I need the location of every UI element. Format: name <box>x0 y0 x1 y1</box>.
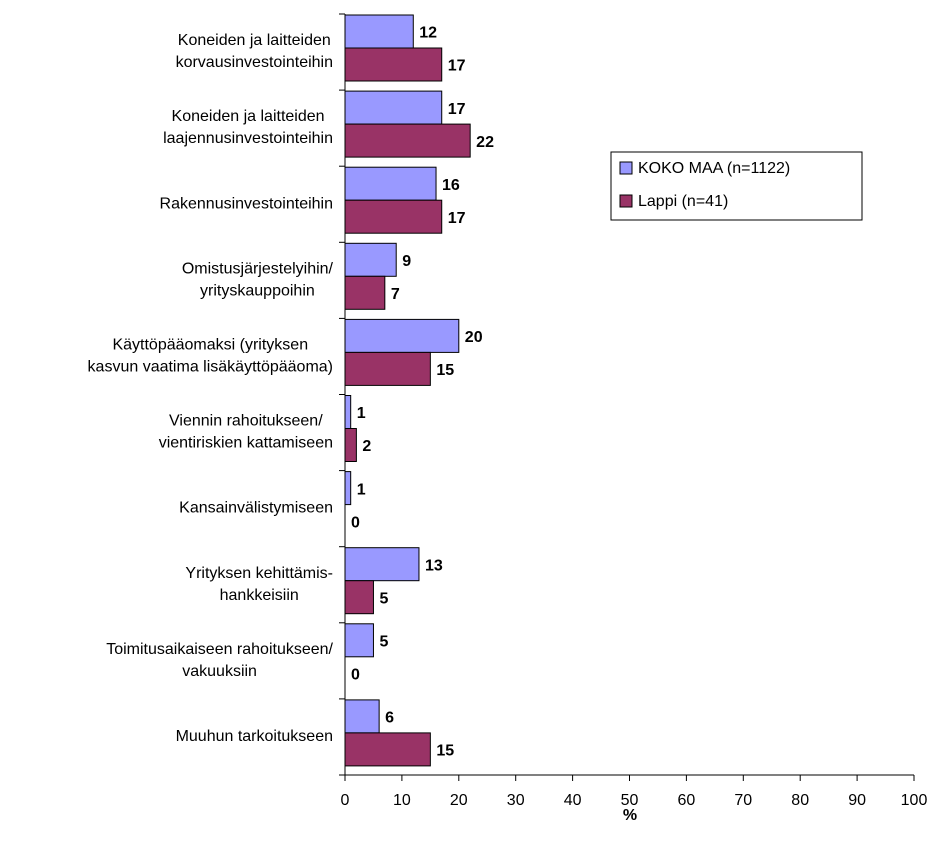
category-label-line: korvausinvestointeihin <box>176 54 333 71</box>
bar <box>344 199 443 234</box>
x-tick-label: 50 <box>621 792 639 809</box>
value-label: 12 <box>419 25 437 42</box>
x-tick-label: 70 <box>734 792 752 809</box>
bar <box>344 318 460 353</box>
legend-swatch <box>619 161 633 175</box>
x-tick-label: 80 <box>791 792 809 809</box>
value-label: 17 <box>448 210 466 227</box>
category-label-line: yrityskauppoihin <box>200 283 315 300</box>
x-axis-label: % <box>623 807 637 824</box>
bar <box>344 471 352 506</box>
x-tick-label: 20 <box>450 792 468 809</box>
bar <box>344 395 352 429</box>
legend-box <box>610 151 863 221</box>
category-label-line: Kansainvälistymiseen <box>179 500 333 517</box>
bar <box>344 699 380 734</box>
category-label-line: kasvun vaatima lisäkäyttöpääoma) <box>88 359 333 376</box>
bar <box>344 14 414 49</box>
category-label-line: Käyttöpääomaksi (yrityksen <box>112 337 308 354</box>
x-tick-label: 30 <box>507 792 525 809</box>
value-label: 7 <box>391 286 400 303</box>
bar <box>344 275 386 310</box>
bar <box>344 47 443 82</box>
value-label: 2 <box>362 438 371 455</box>
category-label-line: Koneiden ja laitteiden <box>178 32 331 49</box>
value-label: 1 <box>357 481 366 498</box>
category-label-line: hankkeisiin <box>220 587 299 604</box>
category-label: Yrityksen kehittämis-hankkeisiin <box>185 565 333 604</box>
bar <box>344 242 397 277</box>
category-label: Kansainvälistymiseen <box>179 500 333 517</box>
bar <box>344 428 357 462</box>
value-label: 13 <box>425 557 443 574</box>
category-label: Muuhun tarkoitukseen <box>176 728 333 745</box>
legend-swatch <box>619 194 633 208</box>
category-label-line: laajennusinvestointeihin <box>163 130 333 147</box>
category-label: Rakennusinvestointeihin <box>160 195 333 212</box>
value-label: 17 <box>448 101 466 118</box>
value-label: 15 <box>436 362 454 379</box>
category-label-line: Yrityksen kehittämis- <box>185 565 333 582</box>
value-label: 16 <box>442 177 460 194</box>
value-label: 20 <box>465 329 483 346</box>
category-label: Viennin rahoitukseen/vientiriskien katta… <box>159 413 333 452</box>
category-label-line: Muuhun tarkoitukseen <box>176 728 333 745</box>
category-label: Koneiden ja laitteiden korvausinvestointe… <box>176 32 333 71</box>
value-label: 0 <box>351 514 360 531</box>
legend-label: KOKO MAA (n=1122) <box>638 160 790 177</box>
value-label: 0 <box>351 667 360 684</box>
x-tick-label: 90 <box>848 792 866 809</box>
value-label: 5 <box>379 634 388 651</box>
category-label-line: Koneiden ja laitteiden <box>172 108 325 125</box>
x-tick-label: 0 <box>341 792 350 809</box>
bar <box>344 580 374 615</box>
bar <box>344 623 374 658</box>
bar <box>344 351 431 386</box>
category-label-line: Toimitusaikaiseen rahoitukseen/ <box>106 641 333 658</box>
legend-label: Lappi (n=41) <box>638 193 728 210</box>
category-label: Toimitusaikaiseen rahoitukseen/vakuuksii… <box>106 641 333 680</box>
value-label: 1 <box>357 405 366 422</box>
category-label: Koneiden ja laitteiden laajennusinvestoin… <box>163 108 333 147</box>
value-label: 15 <box>436 743 454 760</box>
value-label: 17 <box>448 58 466 75</box>
x-tick-label: 10 <box>393 792 411 809</box>
category-label-line: vientiriskien kattamiseen <box>159 435 333 452</box>
value-label: 5 <box>379 590 388 607</box>
value-label: 22 <box>476 134 494 151</box>
category-label-line: vakuuksiin <box>182 663 257 680</box>
bar <box>344 547 420 582</box>
category-label-line: Viennin rahoitukseen/ <box>169 413 323 430</box>
category-label-line: Omistusjärjestelyihin/ <box>182 261 334 278</box>
bar <box>344 732 431 767</box>
bar <box>344 123 471 158</box>
bar <box>344 90 443 125</box>
category-label: Käyttöpääomaksi (yrityksen kasvun vaatima… <box>88 337 333 376</box>
x-tick-label: 60 <box>678 792 696 809</box>
category-label-line: Rakennusinvestointeihin <box>160 195 333 212</box>
x-tick-label: 100 <box>901 792 928 809</box>
x-tick-label: 40 <box>564 792 582 809</box>
bar <box>344 166 437 201</box>
value-label: 9 <box>402 253 411 270</box>
category-label: Omistusjärjestelyihin/yrityskauppoihin <box>182 261 334 300</box>
value-label: 6 <box>385 710 394 727</box>
